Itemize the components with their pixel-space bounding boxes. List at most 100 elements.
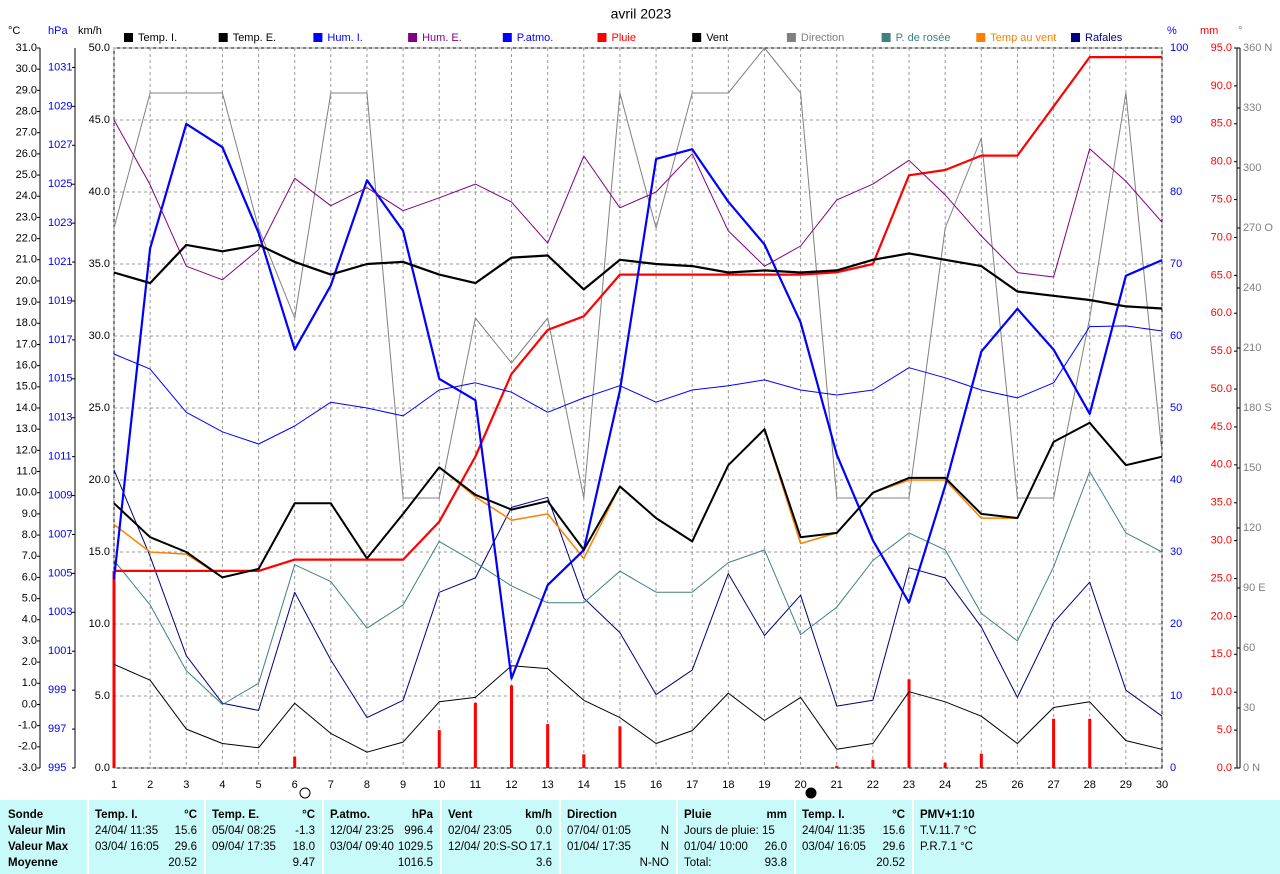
- x-tick-label: 17: [686, 779, 698, 791]
- y-tick-label: 20.0: [1211, 610, 1232, 622]
- moon-new: [805, 787, 817, 799]
- rain-bar: [618, 726, 622, 768]
- cell: 15.6: [175, 825, 197, 837]
- cell: 3.6: [536, 857, 552, 869]
- cell: 12/04/ 20:S-SO: [448, 841, 527, 853]
- y-tick-label: 999: [48, 684, 66, 696]
- y-tick-label: 15.0: [16, 381, 37, 393]
- y-tick-label: 20.0: [16, 275, 37, 287]
- cell: 1016.5: [398, 857, 433, 869]
- cell: 0.0: [536, 825, 552, 837]
- y-tick-label: 29.0: [16, 84, 37, 96]
- row-label: Valeur Min: [8, 825, 66, 837]
- legend-swatch: [124, 33, 133, 42]
- x-tick-label: 22: [867, 779, 879, 791]
- cell: P.R.7.1 °C: [920, 841, 973, 853]
- y-tick-label: 25.0: [1211, 572, 1232, 584]
- y-tick-label: 20: [1170, 618, 1182, 630]
- y-tick-label: 1015: [48, 373, 72, 385]
- legend-swatch: [692, 33, 702, 42]
- x-tick-label: 30: [1156, 779, 1168, 791]
- y-tick-label: 1011: [48, 451, 72, 463]
- y-tick-label: 9.0: [22, 508, 37, 520]
- cell: 05/04/ 08:25: [212, 825, 276, 837]
- y-tick-label: 80.0: [1211, 156, 1232, 168]
- y-tick-label: 30.0: [89, 330, 110, 342]
- y-tick-label: 27.0: [16, 127, 37, 139]
- cell: 01/04/ 17:35: [567, 841, 631, 853]
- series-line: [113, 471, 1163, 705]
- y-tick-label: 16.0: [16, 360, 37, 372]
- y-tick-label: 22.0: [16, 232, 37, 244]
- rain-bar: [293, 756, 297, 768]
- rain-bar: [112, 570, 116, 768]
- y-tick-label: 40.0: [1211, 459, 1232, 471]
- legend-label: Hum. E.: [422, 32, 462, 44]
- cell: 03/04/ 09:40: [330, 841, 394, 853]
- y-tick-label: 70: [1170, 258, 1182, 270]
- y-tick-label: 270 O: [1243, 222, 1273, 234]
- block-title: Temp. I.: [95, 809, 138, 821]
- cell: 15.6: [883, 825, 905, 837]
- y-tick-label: 0 N: [1243, 762, 1260, 774]
- y-tick-label: 1003: [48, 606, 72, 618]
- x-tick-label: 14: [578, 779, 590, 791]
- cell: 03/04/ 16:05: [802, 841, 866, 853]
- y-tick-label: 90: [1170, 114, 1182, 126]
- x-tick-label: 29: [1120, 779, 1132, 791]
- y-tick-label: 28.0: [16, 105, 37, 117]
- x-tick-label: 3: [183, 779, 189, 791]
- rain-bar: [907, 679, 911, 768]
- series-line: [113, 47, 1163, 499]
- rain-bar: [835, 765, 839, 768]
- legend-label: Temp. E.: [233, 32, 276, 44]
- rain-bar: [437, 730, 441, 768]
- y-tick-label: 55.0: [1211, 345, 1232, 357]
- rain-bar: [871, 759, 875, 768]
- y-tick-label: 1029: [48, 100, 72, 112]
- y-tick-label: 50.0: [89, 42, 110, 54]
- y-tick-label: 1027: [48, 139, 72, 151]
- y-tick-label: 5.0: [95, 690, 110, 702]
- legend-label: Vent: [706, 32, 728, 44]
- cell: 24/04/ 11:35: [802, 825, 865, 837]
- y-tick-label: 1023: [48, 217, 72, 229]
- legend-swatch: [313, 33, 323, 42]
- rain-bar: [510, 685, 514, 768]
- cell: 9.47: [293, 857, 315, 869]
- cell: 20.52: [168, 857, 197, 869]
- y-tick-label: 300: [1243, 162, 1261, 174]
- legend-swatch: [786, 33, 796, 42]
- cell: N: [661, 825, 669, 837]
- cell: 20.52: [876, 857, 905, 869]
- y-tick-label: 1013: [48, 412, 72, 424]
- rain-bar: [979, 753, 983, 768]
- axis-unit: km/h: [78, 25, 102, 37]
- y-tick-label: 8.0: [22, 529, 37, 541]
- y-tick-label: 70.0: [1211, 231, 1232, 243]
- y-tick-label: 4.0: [22, 614, 37, 626]
- series-line: [113, 421, 1163, 579]
- y-tick-label: 30.0: [1211, 535, 1232, 547]
- y-tick-label: 40: [1170, 474, 1182, 486]
- x-tick-label: 1: [111, 779, 117, 791]
- block-unit: °C: [302, 809, 315, 821]
- series-line: [113, 663, 1163, 753]
- y-tick-label: 30.0: [16, 63, 37, 75]
- y-tick-label: 90 E: [1243, 582, 1266, 594]
- y-tick-label: 995: [48, 762, 66, 774]
- cell: 93.8: [765, 857, 787, 869]
- rain-bar: [582, 754, 586, 768]
- legend-label: P. de rosée: [896, 32, 951, 44]
- block-unit: km/h: [525, 809, 552, 821]
- y-tick-label: -3.0: [18, 762, 37, 774]
- y-tick-label: 10: [1170, 690, 1182, 702]
- series-line: [113, 469, 1163, 719]
- y-tick-label: 1009: [48, 489, 72, 501]
- x-tick-label: 5: [255, 779, 261, 791]
- moon-full: [299, 787, 311, 799]
- cell: 12/04/ 23:25: [330, 825, 394, 837]
- y-tick-label: 7.0: [22, 550, 37, 562]
- cell: 09/04/ 17:35: [212, 841, 276, 853]
- cell: T.V.11.7 °C: [920, 825, 976, 837]
